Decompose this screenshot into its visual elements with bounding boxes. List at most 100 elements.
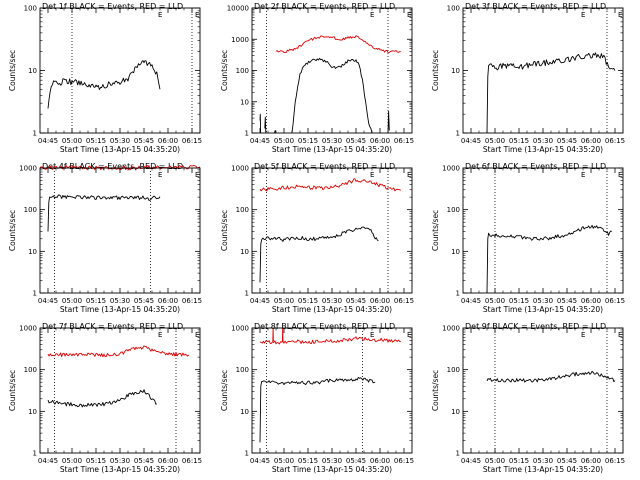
y-tick-label: 1000 (231, 325, 249, 333)
x-tick-label: 05:00 (62, 137, 82, 145)
y-tick-label: 100 (236, 206, 249, 214)
x-axis-title: Start Time (13-Apr-15 04:35:20) (60, 305, 180, 314)
marker-label: E (618, 11, 622, 19)
y-tick-label: 1 (33, 450, 37, 458)
y-axis-title: Counts/sec (220, 370, 229, 411)
panel-title: Det 9f BLACK = Events, RED = LLD (465, 322, 606, 331)
x-tick-label: 04:45 (461, 297, 481, 305)
y-tick-label: 100 (236, 366, 249, 374)
marker-label: E (370, 171, 374, 179)
x-tick-label: 06:00 (581, 457, 601, 465)
y-axis-title: Counts/sec (220, 210, 229, 251)
plot-frame (251, 167, 413, 294)
marker-label: E (407, 331, 411, 339)
panel-title: Det 4f BLACK = Events, RED = LLD (42, 162, 183, 171)
y-tick-label: 10 (451, 67, 460, 75)
plot-frame (462, 327, 624, 454)
y-tick-label: 10 (240, 408, 249, 416)
lld-series (39, 165, 201, 171)
events-series (486, 52, 616, 134)
y-tick-label: 100 (24, 5, 37, 13)
x-tick-label: 05:00 (274, 297, 294, 305)
x-tick-label: 06:15 (182, 457, 202, 465)
x-tick-label: 06:15 (394, 457, 414, 465)
y-tick-label: 1 (456, 450, 460, 458)
y-tick-label: 10 (451, 408, 460, 416)
x-tick-label: 05:45 (346, 137, 366, 145)
y-tick-label: 1000 (231, 36, 249, 44)
x-tick-label: 05:15 (86, 297, 106, 305)
x-tick-label: 05:15 (509, 297, 529, 305)
y-tick-label: 1000 (231, 165, 249, 173)
x-tick-label: 04:45 (250, 297, 270, 305)
y-axis-title: Counts/sec (431, 370, 440, 411)
marker-label: E (618, 171, 622, 179)
y-tick-label: 1000 (19, 325, 37, 333)
events-series (486, 224, 612, 294)
x-tick-label: 05:00 (485, 457, 505, 465)
y-tick-label: 1000 (442, 325, 460, 333)
marker-label: E (158, 331, 162, 339)
panel-title: Det 5f BLACK = Events, RED = LLD (254, 162, 395, 171)
events-series (259, 226, 379, 283)
y-axis-title: Counts/sec (8, 50, 17, 91)
y-tick-label: 10 (240, 248, 249, 256)
marker-label: E (581, 171, 585, 179)
x-tick-label: 04:45 (38, 457, 58, 465)
events-series (259, 113, 262, 134)
x-tick-label: 05:15 (298, 137, 318, 145)
x-tick-label: 04:45 (461, 137, 481, 145)
x-tick-label: 06:00 (581, 297, 601, 305)
x-tick-label: 05:15 (509, 457, 529, 465)
y-axis-title: Counts/sec (220, 50, 229, 91)
x-tick-label: 05:30 (533, 137, 553, 145)
y-tick-label: 1 (245, 450, 249, 458)
panel-title: Det 7f BLACK = Events, RED = LLD (42, 322, 183, 331)
y-tick-label: 10000 (227, 5, 249, 13)
x-axis-title: Start Time (13-Apr-15 04:35:20) (483, 465, 603, 474)
y-tick-label: 1 (456, 290, 460, 298)
marker-label: E (158, 171, 162, 179)
events-series (291, 57, 373, 134)
x-tick-label: 06:15 (605, 137, 625, 145)
lld-series (272, 327, 274, 342)
x-tick-label: 06:00 (158, 137, 178, 145)
panel-title: Det 2f BLACK = Events, RED = LLD (254, 2, 395, 11)
panel-title: Det 8f BLACK = Events, RED = LLD (254, 322, 395, 331)
x-tick-label: 05:00 (274, 457, 294, 465)
marker-label: E (581, 331, 585, 339)
x-tick-label: 04:45 (250, 137, 270, 145)
x-tick-label: 04:45 (38, 137, 58, 145)
y-tick-label: 10 (28, 408, 37, 416)
x-tick-label: 06:00 (158, 457, 178, 465)
x-tick-label: 06:15 (605, 457, 625, 465)
marker-label: E (370, 331, 374, 339)
x-tick-label: 06:00 (581, 137, 601, 145)
x-tick-label: 05:30 (322, 297, 342, 305)
x-tick-label: 05:30 (322, 457, 342, 465)
plot-frame (39, 167, 201, 294)
marker-label: E (195, 331, 199, 339)
y-tick-label: 10 (28, 248, 37, 256)
x-tick-label: 05:45 (346, 297, 366, 305)
x-tick-label: 04:45 (38, 297, 58, 305)
x-tick-label: 06:15 (182, 297, 202, 305)
marker-label: E (581, 11, 585, 19)
x-tick-label: 05:15 (509, 137, 529, 145)
x-tick-label: 05:45 (134, 457, 154, 465)
plot-frame (462, 167, 624, 294)
panel-title: Det 3f BLACK = Events, RED = LLD (465, 2, 606, 11)
x-tick-label: 06:15 (605, 297, 625, 305)
x-tick-label: 05:30 (110, 137, 130, 145)
x-tick-label: 04:45 (461, 457, 481, 465)
lld-series (259, 178, 402, 192)
lld-series (281, 327, 284, 342)
